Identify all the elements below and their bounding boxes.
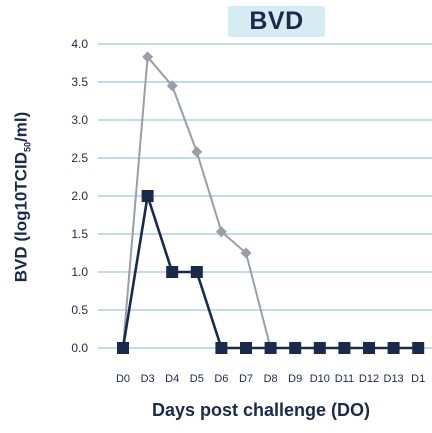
series-line-diamond (122, 54, 272, 349)
data-point-square (264, 342, 277, 354)
x-tick-labels: D0 D3 D4 D5 D6 D7 D8 D9 D10 D11 D12 D13 D1 (116, 373, 425, 385)
x-tick-label: D3 (141, 373, 155, 385)
y-tick-label: 1.5 (71, 227, 88, 241)
y-tick-label: 1.0 (71, 265, 88, 279)
series-lines (121, 54, 419, 350)
data-point-square (166, 266, 179, 278)
y-tick-labels: 0.0 0.5 1.0 1.5 2.0 2.5 3.0 3.5 4.0 (71, 37, 88, 355)
x-tick-label: D5 (190, 373, 204, 385)
y-tick-label: 3.5 (71, 75, 88, 89)
chart-title: BVD (249, 7, 304, 35)
data-point-square (313, 342, 326, 354)
y-tick-label: 3.0 (71, 113, 88, 127)
x-tick-label: D11 (335, 373, 354, 385)
data-point-diamond (240, 247, 252, 259)
data-point-square (289, 342, 302, 354)
x-tick-label: D7 (239, 373, 253, 385)
data-point-square (363, 342, 375, 354)
y-tick-label: 2.0 (71, 189, 88, 203)
data-point-diamond (215, 226, 227, 238)
gridlines (98, 43, 432, 349)
x-axis-label: Days post challenge (DO) (151, 400, 371, 420)
data-point-square (141, 190, 154, 202)
x-tick-label: D0 (116, 373, 130, 385)
x-tick-label: D8 (264, 373, 278, 385)
data-point-square (190, 266, 203, 278)
x-tick-label: D13 (384, 373, 404, 385)
y-tick-label: 2.5 (71, 151, 88, 165)
x-tick-label: D9 (288, 373, 302, 385)
series-markers (117, 51, 425, 354)
y-axis-label: BVD (log10TCID50/ml) (12, 112, 33, 283)
x-tick-label: D1 (411, 373, 425, 385)
x-tick-label: D12 (359, 373, 379, 385)
y-axis-label-main: BVD (log10TCID (11, 151, 31, 283)
y-tick-label: 4.0 (71, 37, 88, 51)
data-point-square (240, 342, 252, 354)
data-point-diamond (166, 80, 178, 92)
data-point-square (215, 342, 228, 354)
y-tick-label: 0.5 (71, 303, 88, 317)
chart-title-box: BVD (228, 6, 325, 37)
y-axis-label-end: /ml) (11, 111, 31, 142)
y-tick-label: 0.0 (71, 341, 88, 355)
x-tick-label: D6 (214, 373, 228, 385)
x-tick-label: D10 (310, 373, 330, 385)
data-point-diamond (142, 51, 154, 63)
data-point-square (117, 342, 129, 354)
data-point-square (412, 342, 425, 354)
data-point-square (338, 342, 351, 354)
data-point-square (387, 342, 400, 354)
y-axis-label-subscript: 50 (22, 141, 33, 152)
data-point-diamond (191, 146, 203, 158)
x-tick-label: D4 (165, 373, 179, 385)
